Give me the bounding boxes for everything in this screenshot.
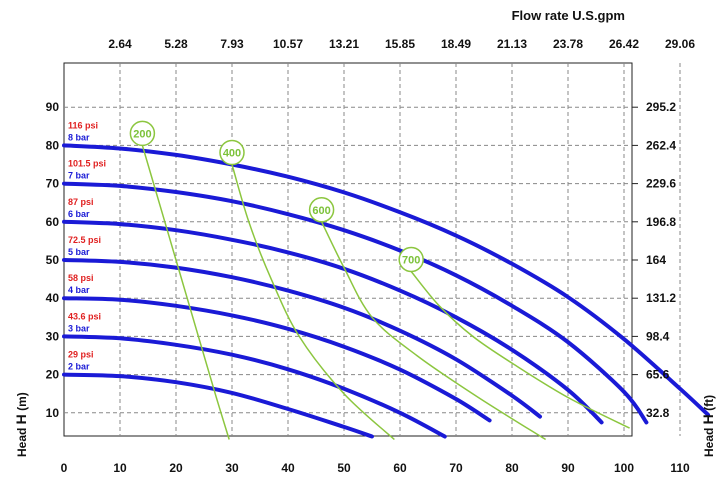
speed-label: 400 — [223, 148, 241, 160]
bottom-x-tick-label: 60 — [393, 461, 407, 475]
y-label-right-part1: Head — [702, 424, 716, 457]
bar-label: 4 bar — [68, 285, 90, 295]
right-y-tick-label: 262.4 — [646, 138, 676, 152]
top-x-tick-label: 26.42 — [609, 37, 639, 51]
pressure-curves — [62, 143, 710, 439]
left-y-tick-label: 50 — [46, 253, 60, 267]
bar-label: 8 bar — [68, 132, 90, 142]
speed-label: 600 — [312, 205, 330, 217]
left-y-tick-label: 70 — [46, 177, 60, 191]
grid — [64, 63, 681, 436]
axis-ticks: 2.64 5.28 7.93 10.57 13.21 15.85 18.49 21.13 23.… — [46, 37, 696, 475]
speed-label-circle — [398, 246, 424, 273]
psi-label: 116 psi — [68, 120, 98, 130]
psi-label: 58 psi — [68, 273, 94, 283]
left-y-tick-label: 90 — [46, 100, 60, 114]
y-label-left-part2: H — [13, 414, 29, 424]
speed-line — [231, 164, 395, 441]
top-x-tick-label: 29.06 — [665, 37, 695, 51]
left-y-tick-label: 20 — [46, 368, 60, 382]
right-y-tick-label: 196.8 — [646, 215, 676, 229]
left-y-tick-label: 40 — [46, 291, 60, 305]
bar-label: 6 bar — [68, 209, 90, 219]
speed-label: 200 — [133, 128, 151, 140]
speed-label-circle — [308, 197, 335, 223]
bottom-x-tick-label: 70 — [449, 461, 463, 475]
top-x-tick-label: 13.21 — [329, 37, 359, 51]
left-y-tick-label: 30 — [46, 329, 60, 343]
bottom-x-tick-label: 100 — [614, 461, 634, 475]
y-label-right-part2: H — [700, 414, 716, 424]
y-label-left-part3: (m) — [15, 392, 29, 414]
bottom-x-tick-label: 30 — [225, 461, 239, 475]
top-x-tick-label: 15.85 — [385, 37, 415, 51]
speed-label-circle — [129, 120, 156, 147]
pressure-curve — [62, 258, 542, 419]
psi-label: 43.6 psi — [68, 311, 101, 321]
bottom-x-tick-label: 0 — [61, 461, 68, 475]
left-y-tick-label: 80 — [46, 138, 60, 152]
pressure-curve — [62, 372, 374, 439]
speed-line — [410, 271, 630, 429]
left-y-tick-label: 60 — [46, 215, 60, 229]
y-axis-label-right: Head H (ft) — [700, 395, 716, 457]
y-label-left-part1: Head — [15, 424, 29, 457]
bottom-x-tick-label: 40 — [281, 461, 295, 475]
bottom-x-tick-label: 90 — [561, 461, 575, 475]
psi-label: 101.5 psi — [68, 159, 106, 169]
top-x-tick-label: 2.64 — [108, 37, 132, 51]
speed-label: 700 — [402, 254, 420, 266]
psi-label: 87 psi — [68, 197, 94, 207]
bar-label: 7 bar — [68, 171, 90, 181]
top-x-tick-label: 10.57 — [273, 37, 303, 51]
bar-label: 2 bar — [68, 362, 90, 372]
psi-label: 72.5 psi — [68, 235, 101, 245]
y-label-right-part3: (ft) — [702, 395, 716, 414]
bottom-x-tick-label: 110 — [670, 461, 690, 475]
right-y-tick-label: 98.4 — [646, 329, 670, 343]
top-x-tick-label: 21.13 — [497, 37, 527, 51]
speed-lines: 200 400 600 700 — [129, 120, 630, 441]
pressure-curve — [62, 334, 447, 439]
pressure-curve — [62, 143, 710, 417]
top-x-tick-label: 5.28 — [164, 37, 188, 51]
y-axis-label-left: Head H (m) — [13, 392, 29, 457]
bottom-x-tick-label: 80 — [505, 461, 519, 475]
pressure-curve — [62, 219, 604, 425]
bottom-x-tick-label: 20 — [169, 461, 183, 475]
left-y-tick-label: 10 — [46, 406, 60, 420]
psi-label: 29 psi — [68, 350, 94, 360]
bottom-x-tick-label: 10 — [113, 461, 127, 475]
top-x-tick-label: 7.93 — [220, 37, 244, 51]
right-y-tick-label: 32.8 — [646, 406, 670, 420]
chart-title: Flow rate U.S.gpm — [512, 8, 625, 23]
pressure-curve — [62, 181, 649, 425]
pressure-labels: 29 psi 2 bar 43.6 psi 3 bar 58 psi 4 bar 72.5 … — [68, 120, 106, 371]
speed-line — [320, 221, 546, 441]
right-y-tick-label: 295.2 — [646, 100, 676, 114]
right-y-tick-label: 164 — [646, 253, 666, 267]
top-x-tick-label: 18.49 — [441, 37, 471, 51]
right-y-tick-label: 229.6 — [646, 177, 676, 191]
bottom-x-tick-label: 50 — [337, 461, 351, 475]
speed-label-circle — [219, 139, 245, 166]
plot-frame — [63, 62, 633, 437]
bar-label: 5 bar — [68, 247, 90, 257]
pressure-curve — [62, 296, 492, 423]
right-y-tick-label: 65.6 — [646, 368, 670, 382]
speed-line — [141, 145, 230, 440]
top-x-tick-label: 23.78 — [553, 37, 583, 51]
bar-label: 3 bar — [68, 323, 90, 333]
right-y-tick-label: 131.2 — [646, 291, 676, 305]
